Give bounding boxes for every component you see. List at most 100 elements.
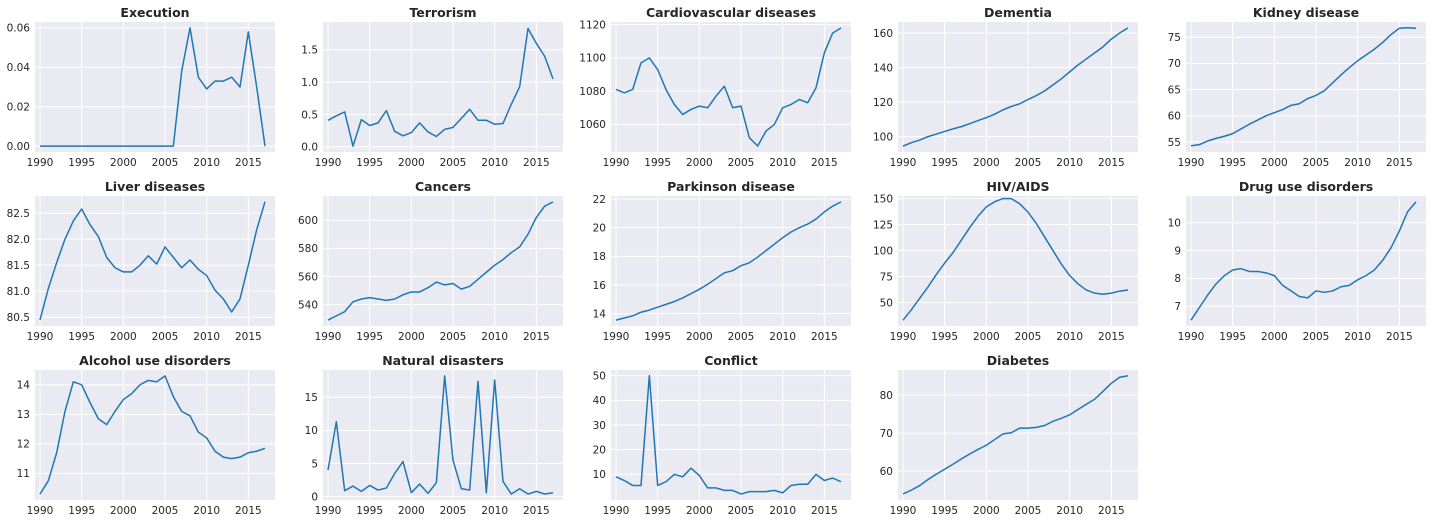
y-tick-label: 82.0 [7,234,30,246]
subplot-kidney-disease: 1990 1995 2000 2005 2010 2015 55 60 65 70 75 Kidney… [1168,5,1426,169]
x-tick-label: 2005 [152,157,179,169]
subplot-cardiovascular-diseases: 1990 1995 2000 2005 2010 2015 1060 1080 1100 1120… [579,5,851,169]
y-tick-label: 1100 [579,53,606,65]
x-tick-label: 2010 [1344,331,1371,343]
x-tick-label: 2010 [193,157,220,169]
x-tick-label: 2000 [686,157,713,169]
x-tick-label: 1990 [890,157,917,169]
y-tick-label: 15 [305,392,318,404]
y-tick-label: 125 [873,219,893,231]
y-tick-label: 80 [880,390,893,402]
y-tick-label: 20 [593,444,606,456]
x-tick-label: 2000 [686,331,713,343]
subplot-natural-disasters: 1990 1995 2000 2005 2010 2015 0 5 10 15 Natural di… [305,353,563,517]
subplot-drug-use-disorders: 1990 1995 2000 2005 2010 2015 7 8 9 10 Drug use di… [1168,179,1426,343]
y-tick-label: 0.02 [7,101,30,113]
subplot-title: Diabetes [987,353,1049,368]
x-tick-label: 1995 [1219,157,1246,169]
y-tick-label: 20 [593,222,606,234]
plot-area [323,22,563,152]
y-tick-label: 5 [311,458,318,470]
x-tick-label: 1995 [68,157,95,169]
subplot-title: Cancers [415,179,471,194]
y-tick-label: 70 [880,428,893,440]
series-line [615,201,842,321]
subplot-title: Cardiovascular diseases [646,5,816,20]
plot-area [611,22,851,152]
y-tick-label: 65 [1168,84,1181,96]
plot-area [35,196,275,326]
x-tick-label: 2015 [523,331,550,343]
x-tick-label: 2005 [1303,157,1330,169]
y-tick-label: 40 [593,395,606,407]
x-tick-label: 2005 [728,331,755,343]
x-tick-label: 1990 [315,157,342,169]
x-tick-label: 2015 [1386,157,1413,169]
y-tick-label: 150 [873,193,893,205]
plot-area [1186,196,1426,326]
x-tick-label: 2010 [1056,505,1083,517]
plot-area [898,22,1138,152]
plot-area [898,370,1138,500]
x-tick-label: 2015 [1386,331,1413,343]
x-tick-label: 1990 [603,505,630,517]
x-tick-label: 2010 [481,331,508,343]
series-line [327,201,554,321]
y-tick-label: 10 [593,469,606,481]
x-tick-label: 1995 [356,331,383,343]
x-tick-label: 2015 [235,331,262,343]
x-tick-label: 1995 [356,505,383,517]
plot-area [611,370,851,500]
x-tick-label: 1995 [931,157,958,169]
x-tick-label: 2015 [811,505,838,517]
x-tick-label: 2005 [1015,505,1042,517]
x-tick-label: 2010 [769,157,796,169]
series-line [615,27,842,147]
x-tick-label: 2015 [235,505,262,517]
y-tick-label: 0.00 [7,141,30,153]
y-tick-label: 12 [17,439,30,451]
y-tick-label: 100 [873,245,893,257]
y-tick-label: 60 [880,466,893,478]
y-tick-label: 9 [1174,245,1181,257]
subplot-dementia: 1990 1995 2000 2005 2010 2015 100 120 140 160 Deme… [873,5,1138,169]
subplot-title: Drug use disorders [1239,179,1373,194]
x-tick-label: 2000 [110,331,137,343]
y-tick-label: 18 [593,251,606,263]
x-tick-label: 1995 [644,157,671,169]
series-line [902,27,1129,147]
x-tick-label: 2005 [440,157,467,169]
subplot-title: HIV/AIDS [986,179,1049,194]
y-tick-label: 140 [873,62,893,74]
y-tick-label: 1.5 [301,45,318,57]
x-tick-label: 2015 [811,331,838,343]
x-tick-label: 2000 [973,157,1000,169]
x-tick-label: 1990 [315,505,342,517]
series-line [1190,201,1417,321]
y-tick-label: 81.0 [7,286,30,298]
y-tick-label: 60 [1168,111,1181,123]
y-tick-label: 8 [1174,273,1181,285]
x-tick-label: 2010 [769,505,796,517]
subplot-terrorism: 1990 1995 2000 2005 2010 2015 0.0 0.5 1.0 1.5 Terr… [301,5,563,169]
subplot-cancers: 1990 1995 2000 2005 2010 2015 540 560 580 600 Canc… [298,179,563,343]
x-tick-label: 2000 [973,505,1000,517]
x-tick-label: 1990 [890,505,917,517]
x-tick-label: 2010 [481,505,508,517]
subplot-title: Conflict [704,353,758,368]
y-tick-label: 540 [298,299,318,311]
y-tick-label: 160 [873,28,893,40]
x-tick-label: 2005 [1015,157,1042,169]
y-tick-label: 120 [873,97,893,109]
x-tick-label: 2015 [1098,157,1125,169]
series-line [327,27,554,147]
y-tick-label: 75 [1168,32,1181,44]
x-tick-label: 1990 [890,331,917,343]
plot-area [35,22,275,152]
plot-area [35,370,275,500]
x-tick-label: 2005 [440,505,467,517]
y-tick-label: 75 [880,271,893,283]
subplot-title: Execution [120,5,189,20]
y-tick-label: 100 [873,131,893,143]
